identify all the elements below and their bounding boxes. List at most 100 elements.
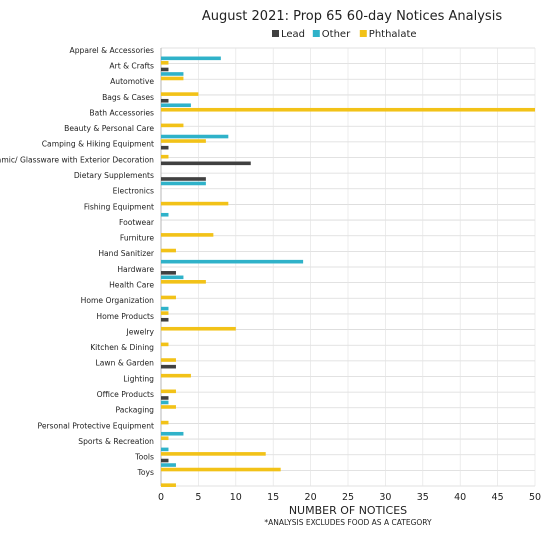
- bar-phthalate-office-products: [161, 405, 176, 409]
- x-tick-label: 15: [267, 492, 279, 503]
- legend-label-other: Other: [322, 29, 351, 40]
- category-label-art-crafts: Art & Crafts: [109, 61, 154, 70]
- grid: [160, 47, 536, 487]
- bar-phthalate-lawn-garden: [161, 373, 191, 378]
- bar-phthalate-electronics: [161, 201, 229, 206]
- x-tick-label: 45: [492, 492, 504, 503]
- x-axis-label: NUMBER OF NOTICES: [289, 504, 407, 517]
- x-tick-label: 10: [230, 492, 242, 503]
- x-tick-label: 20: [305, 492, 317, 503]
- bar-phthalate-apparel-accessories: [161, 61, 169, 65]
- x-tick-label: 5: [195, 492, 201, 503]
- bar-other-hand-sanitizer: [161, 259, 304, 264]
- category-label-lighting: Lighting: [123, 374, 154, 383]
- bar-lead-dietary-supplements: [161, 177, 206, 181]
- category-label-camping-hiking-equipment: Camping & Hiking Equipment: [42, 140, 154, 149]
- x-tick-label: 35: [417, 492, 429, 503]
- bar-phthalate-hardware: [161, 280, 206, 284]
- bar-other-fishing-equipment: [161, 212, 169, 217]
- bars: [161, 56, 535, 487]
- x-tick-label: 50: [529, 492, 541, 503]
- legend: Lead Other Phthalate: [272, 29, 417, 40]
- legend-swatch-other: [312, 30, 320, 37]
- x-tick-label: 0: [158, 492, 164, 503]
- bar-phthalate-home-organization: [161, 311, 169, 315]
- category-label-health-care: Health Care: [109, 280, 154, 289]
- category-label-hardware: Hardware: [117, 265, 154, 274]
- category-label-personal-protective-equipment: Personal Protective Equipment: [38, 421, 154, 430]
- bar-phthalate-tools: [161, 467, 281, 472]
- category-label-furniture: Furniture: [120, 234, 154, 243]
- footnote: *ANALYSIS EXCLUDES FOOD AS A CATEGORY: [264, 518, 432, 527]
- category-label-electronics: Electronics: [113, 187, 154, 196]
- x-tick-label: 25: [342, 492, 354, 503]
- category-label-bath-accessories: Bath Accessories: [89, 108, 154, 117]
- bar-phthalate-sports-recreation: [161, 452, 266, 456]
- bar-lead-camping-hiking-equipment: [161, 145, 169, 150]
- bar-lead-office-products: [161, 396, 169, 400]
- category-label-beauty-personal-care: Beauty & Personal Care: [64, 124, 154, 133]
- bar-other-office-products: [161, 400, 169, 405]
- bar-phthalate-toys: [161, 483, 176, 487]
- bar-phthalate-furniture: [161, 248, 176, 253]
- bar-other-home-organization: [161, 306, 169, 311]
- bar-other-dietary-supplements: [161, 181, 206, 186]
- category-label-sports-recreation: Sports & Recreation: [78, 437, 154, 446]
- category-label-home-products: Home Products: [96, 312, 154, 321]
- bar-other-sports-recreation: [161, 447, 169, 452]
- category-label-dietary-supplements: Dietary Supplements: [74, 171, 154, 180]
- bar-phthalate-health-care: [161, 295, 176, 300]
- x-axis: 0 5 10 15 20 25 30 35 40 45 50: [158, 492, 541, 503]
- bar-lead-lawn-garden: [161, 364, 176, 369]
- bar-lead-hardware: [161, 271, 176, 275]
- bar-phthalate-bath-accessories: [161, 123, 184, 128]
- category-label-packaging: Packaging: [115, 406, 154, 415]
- legend-swatch-phthalate: [359, 30, 367, 37]
- category-label-hand-sanitizer: Hand Sanitizer: [98, 249, 155, 258]
- category-label-automotive: Automotive: [110, 77, 154, 86]
- bar-phthalate-camping-hiking-equipment: [161, 154, 169, 159]
- category-label-kitchen-dining: Kitchen & Dining: [90, 343, 154, 352]
- x-tick-label: 40: [454, 492, 466, 503]
- bar-phthalate-beauty-personal-care: [161, 139, 206, 143]
- category-label-office-products: Office Products: [97, 390, 154, 399]
- bar-phthalate-home-products: [161, 326, 236, 331]
- x-tick-label: 30: [379, 492, 391, 503]
- chart-title: August 2021: Prop 65 60-day Notices Anal…: [202, 9, 502, 24]
- category-label-ceramic-glassware-with-exterior-decoration: Ceramic/ Glassware with Exterior Decorat…: [0, 155, 154, 164]
- bar-lead-ceramic-glassware-with-exterior-decoration: [161, 161, 251, 166]
- bar-phthalate-art-crafts: [161, 76, 184, 81]
- bar-phthalate-bags-cases: [161, 107, 535, 112]
- category-label-bags-cases: Bags & Cases: [102, 93, 154, 102]
- legend-label-lead: Lead: [281, 29, 305, 40]
- bar-lead-bags-cases: [161, 98, 169, 103]
- bar-other-bags-cases: [161, 103, 191, 108]
- bar-phthalate-footwear: [161, 233, 214, 237]
- bar-phthalate-packaging: [161, 420, 169, 425]
- bar-other-hardware: [161, 275, 184, 280]
- bar-phthalate-jewelry: [161, 342, 169, 347]
- bar-phthalate-kitchen-dining: [161, 358, 176, 362]
- bar-phthalate-automotive: [161, 92, 199, 96]
- bar-phthalate-personal-protective-equipment: [161, 436, 169, 441]
- bar-other-personal-protective-equipment: [161, 431, 184, 436]
- category-label-tools: Tools: [134, 453, 154, 462]
- category-label-footwear: Footwear: [119, 218, 155, 227]
- legend-swatch-lead: [272, 30, 279, 37]
- bar-other-beauty-personal-care: [161, 134, 229, 139]
- bar-lead-home-products: [161, 317, 169, 322]
- legend-label-phthalate: Phthalate: [369, 29, 417, 40]
- bar-lead-tools: [161, 458, 169, 463]
- category-label-lawn-garden: Lawn & Garden: [96, 359, 155, 368]
- category-label-fishing-equipment: Fishing Equipment: [84, 202, 154, 211]
- bar-other-tools: [161, 463, 176, 467]
- bar-other-apparel-accessories: [161, 56, 221, 61]
- bar-phthalate-lighting: [161, 389, 176, 394]
- category-labels: Apparel & Accessories Art & Crafts Automot…: [0, 46, 155, 477]
- bar-other-art-crafts: [161, 72, 184, 76]
- category-label-home-organization: Home Organization: [81, 296, 155, 305]
- category-label-toys: Toys: [137, 468, 154, 477]
- category-label-apparel-accessories: Apparel & Accessories: [70, 46, 155, 55]
